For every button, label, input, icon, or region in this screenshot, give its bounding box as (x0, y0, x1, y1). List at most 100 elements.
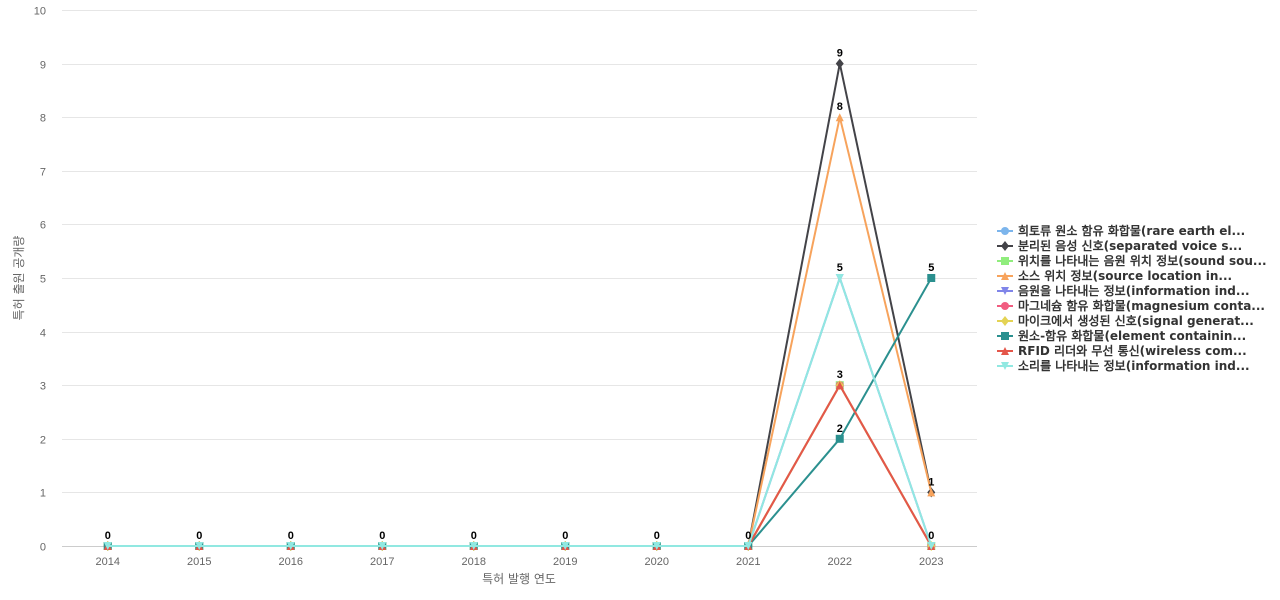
legend-item[interactable]: RFID 리더와 무선 통신(wireless com... (997, 343, 1247, 358)
x-tick-label: 2018 (462, 556, 486, 568)
legend-item[interactable]: 희토류 원소 함유 화합물(rare earth el... (997, 223, 1245, 238)
data-label: 0 (196, 530, 202, 542)
y-tick-label: 3 (40, 381, 46, 393)
data-label: 9 (837, 48, 843, 60)
series-line (107, 384, 933, 547)
legend-label: 마그네슘 함유 화합물(magnesium conta... (1018, 298, 1265, 313)
data-label: 2 (837, 423, 843, 435)
x-tick-label: 2017 (370, 556, 394, 568)
legend-marker-icon (1001, 302, 1009, 310)
legend-label: 소리를 나타내는 정보(information ind... (1018, 358, 1250, 373)
series-point (378, 542, 387, 550)
series-7 (103, 380, 936, 551)
series-4 (103, 113, 936, 550)
data-label-layer: 0 0 0 0 0 0 0 0 9 8 5 3 2 5 1 0 (105, 48, 935, 542)
legend-marker-icon (1001, 347, 1009, 355)
legend-marker-icon (1001, 272, 1009, 280)
x-tick-label: 2014 (96, 556, 120, 568)
legend-item[interactable]: 마이크에서 생성된 신호(signal generat... (997, 313, 1254, 328)
legend-label: 음원을 나타내는 정보(information ind... (1018, 283, 1250, 298)
y-tick-label: 7 (40, 167, 46, 179)
legend-item[interactable]: 소스 위치 정보(source location in... (997, 268, 1232, 283)
legend-marker-icon (1001, 362, 1009, 370)
series-point (835, 113, 844, 122)
series-9 (103, 381, 936, 550)
series-line (107, 116, 933, 547)
grid-layer (62, 10, 977, 547)
series-point (835, 274, 844, 282)
data-label: 5 (837, 262, 843, 274)
legend-item[interactable]: 원소-함유 화합물(element containin... (997, 328, 1246, 343)
y-tick-label: 9 (40, 60, 46, 72)
legend-item[interactable]: 분리된 음성 신호(separated voice s... (997, 238, 1242, 253)
legend-item[interactable]: 음원을 나타내는 정보(information ind... (997, 283, 1250, 298)
data-label: 0 (471, 530, 477, 542)
series-point (469, 542, 478, 550)
legend-item[interactable]: 마그네슘 함유 화합물(magnesium conta... (997, 298, 1265, 313)
series-line (107, 277, 933, 547)
data-label: 0 (654, 530, 660, 542)
x-tick-label: 2022 (828, 556, 852, 568)
series-point (835, 381, 844, 390)
x-tick-label: 2015 (187, 556, 211, 568)
series-line (107, 62, 933, 547)
data-label: 1 (928, 476, 934, 488)
x-tick-label: 2021 (736, 556, 760, 568)
data-label: 3 (837, 369, 843, 381)
series-point (286, 542, 295, 550)
series-layer (103, 58, 936, 551)
series-point (103, 542, 112, 550)
series-line (107, 277, 933, 547)
legend-label: 희토류 원소 함유 화합물(rare earth el... (1018, 223, 1245, 238)
legend-label: RFID 리더와 무선 통신(wireless com... (1018, 343, 1247, 358)
y-tick-label: 0 (40, 542, 46, 554)
series-2 (103, 58, 936, 551)
y-tick-label: 2 (40, 435, 46, 447)
y-axis-title: 특허 출원 공개량 (12, 236, 26, 321)
series-point (927, 274, 936, 282)
series-10 (103, 274, 936, 550)
data-label: 0 (288, 530, 294, 542)
legend-label: 위치를 나타내는 음원 위치 정보(sound sou... (1018, 253, 1267, 268)
legend-marker-icon (1001, 241, 1009, 251)
legend-item[interactable]: 소리를 나타내는 정보(information ind... (997, 358, 1250, 373)
series-point (561, 542, 570, 550)
series-line (107, 384, 933, 547)
legend-item[interactable]: 위치를 나타내는 음원 위치 정보(sound sou... (997, 253, 1267, 268)
series-point (835, 58, 844, 69)
legend-marker-icon (1001, 227, 1009, 235)
series-point (927, 542, 936, 550)
series-point (652, 542, 661, 550)
legend-label: 분리된 음성 신호(separated voice s... (1018, 238, 1242, 253)
y-tick-label: 4 (40, 328, 46, 340)
series-point (744, 542, 753, 550)
data-label: 0 (745, 530, 751, 542)
legend-label: 마이크에서 생성된 신호(signal generat... (1018, 313, 1254, 328)
legend-label: 원소-함유 화합물(element containin... (1018, 328, 1246, 343)
series-point (927, 488, 936, 497)
y-tick-label: 10 (34, 6, 46, 18)
legend-marker-icon (1001, 316, 1009, 326)
series-line (107, 384, 933, 547)
x-tick-label: 2023 (919, 556, 943, 568)
legend-marker-icon (1001, 287, 1009, 295)
series-5 (103, 274, 936, 550)
data-label: 5 (928, 262, 934, 274)
data-label: 0 (562, 530, 568, 542)
x-axis-title: 특허 발행 연도 (482, 571, 556, 586)
series-line (107, 384, 933, 547)
data-label: 0 (105, 530, 111, 542)
x-tick-label: 2020 (645, 556, 669, 568)
series-line (107, 384, 933, 547)
legend-marker-icon (1001, 332, 1009, 340)
legend-marker-icon (1001, 257, 1009, 265)
series-1 (103, 381, 936, 550)
y-tick-label: 8 (40, 113, 46, 125)
series-point (195, 542, 204, 550)
series-3 (103, 381, 936, 550)
legend: 희토류 원소 함유 화합물(rare earth el...분리된 음성 신호(… (997, 223, 1267, 373)
y-tick-label: 5 (40, 274, 46, 286)
series-point (835, 434, 844, 443)
